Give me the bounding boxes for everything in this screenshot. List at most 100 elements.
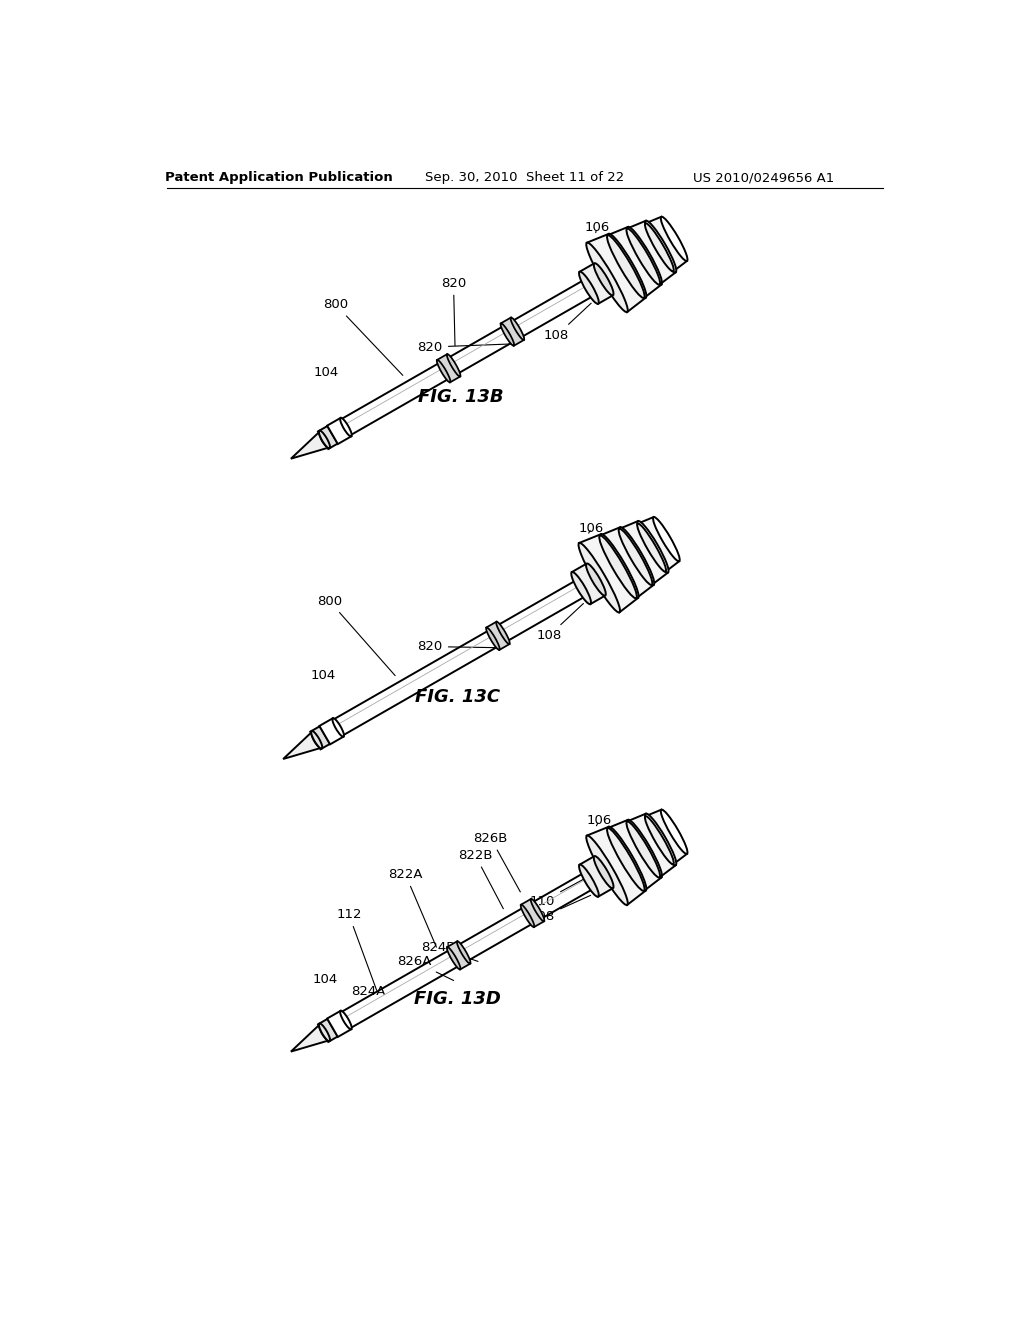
Text: 108: 108 xyxy=(537,603,584,643)
Ellipse shape xyxy=(645,816,674,865)
Polygon shape xyxy=(319,869,601,1040)
Polygon shape xyxy=(437,354,460,383)
Polygon shape xyxy=(327,418,351,444)
Text: FIG. 13C: FIG. 13C xyxy=(415,689,500,706)
Ellipse shape xyxy=(520,904,535,927)
Text: FIG. 13D: FIG. 13D xyxy=(414,990,501,1008)
Polygon shape xyxy=(310,726,330,750)
Text: 824B: 824B xyxy=(421,941,478,961)
Polygon shape xyxy=(607,227,662,298)
Ellipse shape xyxy=(645,813,676,866)
Text: 820: 820 xyxy=(418,640,502,653)
Polygon shape xyxy=(571,564,605,605)
Ellipse shape xyxy=(599,536,637,598)
Text: Patent Application Publication: Patent Application Publication xyxy=(165,172,393,185)
Ellipse shape xyxy=(587,243,628,312)
Text: 822A: 822A xyxy=(388,869,436,948)
Polygon shape xyxy=(291,1024,329,1052)
Polygon shape xyxy=(587,826,646,906)
Polygon shape xyxy=(600,527,653,598)
Ellipse shape xyxy=(340,1011,351,1030)
Ellipse shape xyxy=(530,899,545,921)
Ellipse shape xyxy=(340,418,351,437)
Polygon shape xyxy=(620,521,668,585)
Ellipse shape xyxy=(620,527,654,585)
Ellipse shape xyxy=(637,524,666,572)
Text: 800: 800 xyxy=(324,298,402,375)
Ellipse shape xyxy=(660,809,687,854)
Text: 112: 112 xyxy=(336,908,377,990)
Ellipse shape xyxy=(587,836,628,906)
Ellipse shape xyxy=(660,216,687,261)
Polygon shape xyxy=(521,899,544,927)
Polygon shape xyxy=(587,234,646,312)
Polygon shape xyxy=(318,1019,338,1041)
Polygon shape xyxy=(486,622,510,649)
Polygon shape xyxy=(318,426,338,449)
Ellipse shape xyxy=(511,318,524,341)
Text: 826B: 826B xyxy=(473,832,520,892)
Text: 106: 106 xyxy=(579,521,604,535)
Ellipse shape xyxy=(628,227,662,285)
Text: 824A: 824A xyxy=(351,985,386,998)
Polygon shape xyxy=(627,220,676,285)
Text: 104: 104 xyxy=(310,669,336,682)
Polygon shape xyxy=(607,820,662,891)
Polygon shape xyxy=(501,318,524,346)
Text: 106: 106 xyxy=(587,814,611,828)
Ellipse shape xyxy=(486,627,500,649)
Text: 104: 104 xyxy=(312,973,338,986)
Polygon shape xyxy=(319,718,343,744)
Polygon shape xyxy=(327,1011,351,1038)
Text: Sep. 30, 2010  Sheet 11 of 22: Sep. 30, 2010 Sheet 11 of 22 xyxy=(425,172,625,185)
Text: 800: 800 xyxy=(317,594,395,676)
Ellipse shape xyxy=(446,946,461,969)
Ellipse shape xyxy=(571,572,591,605)
Ellipse shape xyxy=(607,235,645,298)
Ellipse shape xyxy=(645,223,674,272)
Text: 108: 108 xyxy=(544,304,591,342)
Ellipse shape xyxy=(594,263,613,296)
Text: 820: 820 xyxy=(441,277,466,346)
Ellipse shape xyxy=(579,865,599,896)
Text: 820: 820 xyxy=(418,341,516,354)
Text: FIG. 13B: FIG. 13B xyxy=(419,388,504,407)
Text: 826A: 826A xyxy=(397,954,454,981)
Ellipse shape xyxy=(579,543,621,612)
Polygon shape xyxy=(312,576,593,747)
Ellipse shape xyxy=(318,1023,330,1041)
Ellipse shape xyxy=(618,529,652,585)
Text: 108: 108 xyxy=(530,895,591,924)
Ellipse shape xyxy=(627,228,660,285)
Polygon shape xyxy=(580,263,613,304)
Ellipse shape xyxy=(318,430,330,449)
Ellipse shape xyxy=(311,731,323,748)
Ellipse shape xyxy=(608,826,646,891)
Ellipse shape xyxy=(333,718,344,737)
Ellipse shape xyxy=(653,517,680,561)
Text: 106: 106 xyxy=(585,222,609,234)
Ellipse shape xyxy=(311,731,322,748)
Text: 104: 104 xyxy=(314,366,339,379)
Ellipse shape xyxy=(607,828,645,891)
Ellipse shape xyxy=(457,941,471,964)
Ellipse shape xyxy=(594,857,613,888)
Polygon shape xyxy=(580,535,638,612)
Ellipse shape xyxy=(446,354,461,376)
Ellipse shape xyxy=(627,821,660,878)
Ellipse shape xyxy=(628,820,662,878)
Ellipse shape xyxy=(497,622,510,644)
Polygon shape xyxy=(319,276,601,447)
Polygon shape xyxy=(627,813,676,878)
Ellipse shape xyxy=(600,535,639,598)
Polygon shape xyxy=(645,809,687,865)
Ellipse shape xyxy=(437,360,451,383)
Polygon shape xyxy=(447,941,470,969)
Ellipse shape xyxy=(579,272,599,304)
Text: 110: 110 xyxy=(530,879,584,908)
Ellipse shape xyxy=(319,1024,330,1040)
Polygon shape xyxy=(638,517,679,572)
Polygon shape xyxy=(291,432,329,459)
Polygon shape xyxy=(284,731,322,759)
Polygon shape xyxy=(645,216,687,272)
